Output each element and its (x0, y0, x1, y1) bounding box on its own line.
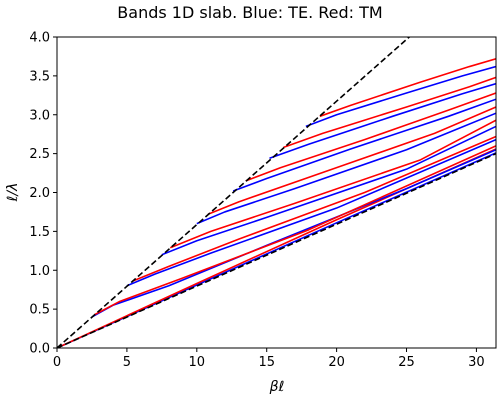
tm-band-line-9 (207, 106, 496, 216)
tm-band-line-3 (94, 145, 496, 316)
plot-area: 0 5 10 15 20 25 30 0.0 0.5 1.0 1.5 2.0 2.5 3.0 3.5 4.0 (29, 31, 497, 370)
x-tick-label-4: 20 (328, 355, 345, 370)
series-layer (57, 58, 496, 348)
y-tick-label-4: 2.0 (29, 186, 50, 201)
y-tick-label-3: 1.5 (29, 225, 50, 240)
tm-band-line-5 (132, 135, 496, 282)
y-tick-label-1: 0.5 (29, 303, 50, 318)
light-line-1 (57, 152, 496, 348)
light-line-0 (57, 37, 410, 348)
y-ticks: 0.0 0.5 1.0 1.5 2.0 2.5 3.0 3.5 4.0 (29, 31, 57, 357)
tm-band-line-11 (245, 92, 496, 182)
light-line-layer (57, 37, 496, 348)
te-band-line-8 (196, 112, 496, 225)
x-ticks: 0 5 10 15 20 25 30 (53, 348, 485, 370)
te-band-line-4 (126, 138, 496, 287)
te-band-line-10 (232, 98, 496, 192)
te-band-line-14 (305, 65, 496, 128)
y-axis-label: ℓ/λ (5, 183, 21, 203)
x-tick-label-5: 25 (398, 355, 415, 370)
y-tick-label-8: 4.0 (29, 31, 50, 46)
te-band-line-6 (161, 125, 496, 256)
chart-title: Bands 1D slab. Blue: TE. Red: TM (117, 3, 382, 22)
y-tick-label-6: 3.0 (29, 108, 50, 123)
y-tick-label-7: 3.5 (29, 69, 50, 84)
y-tick-label-2: 1.0 (29, 264, 50, 279)
y-tick-label-5: 2.5 (29, 147, 50, 162)
y-tick-label-0: 0.0 (29, 342, 50, 357)
x-tick-label-6: 30 (468, 355, 485, 370)
tm-band-line-7 (169, 119, 496, 249)
x-tick-label-2: 10 (189, 355, 206, 370)
tm-band-line-13 (283, 76, 496, 149)
te-band-line-12 (269, 82, 496, 160)
x-tick-label-0: 0 (53, 355, 61, 370)
te-band-line-2 (91, 149, 496, 318)
x-axis-label: βℓ (269, 379, 285, 395)
x-tick-label-1: 5 (123, 355, 131, 370)
tm-band-line-15 (319, 58, 496, 118)
x-tick-label-3: 15 (258, 355, 275, 370)
